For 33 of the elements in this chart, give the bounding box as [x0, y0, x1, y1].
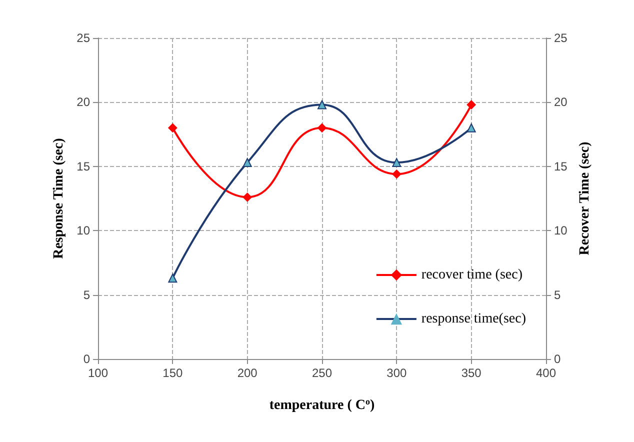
point: [168, 274, 178, 283]
point: [242, 192, 252, 202]
y2-tick-label: 5: [554, 288, 561, 302]
y2-tick-label: 10: [554, 224, 568, 238]
x-tick-label: 100: [88, 366, 108, 380]
y-tick-label: 25: [76, 31, 90, 45]
y2-axis-title: Recover Time (sec): [578, 141, 593, 256]
y-tick-label: 15: [76, 159, 90, 174]
x-tick-label: 300: [386, 366, 407, 380]
x-tick-label: 350: [461, 366, 482, 380]
y2-tick-label: 20: [554, 95, 568, 110]
y2-tick-label: 25: [554, 31, 568, 45]
point: [318, 100, 326, 110]
x-tick-label: 250: [312, 366, 332, 380]
point: [392, 170, 402, 179]
y-axis-title: Response Time (sec): [51, 138, 66, 259]
point: [392, 158, 402, 168]
y-tick-label: 5: [83, 288, 90, 302]
point: [466, 123, 476, 132]
x-tick-label: 150: [162, 366, 183, 380]
x-tick-label: 200: [237, 366, 258, 380]
point: [242, 158, 252, 168]
legend-label: recover time (sec): [421, 268, 523, 282]
y-tick-label: 20: [76, 95, 90, 110]
point: [168, 123, 178, 132]
point: [466, 100, 476, 110]
x-tick-label: 400: [536, 366, 556, 380]
y-tick-label: 0: [83, 352, 90, 366]
y-tick-label: 10: [76, 224, 90, 238]
point: [318, 123, 326, 132]
y2-tick-label: 0: [554, 352, 561, 366]
y2-tick-label: 15: [554, 159, 568, 174]
legend-label: response time(sec): [421, 312, 526, 326]
